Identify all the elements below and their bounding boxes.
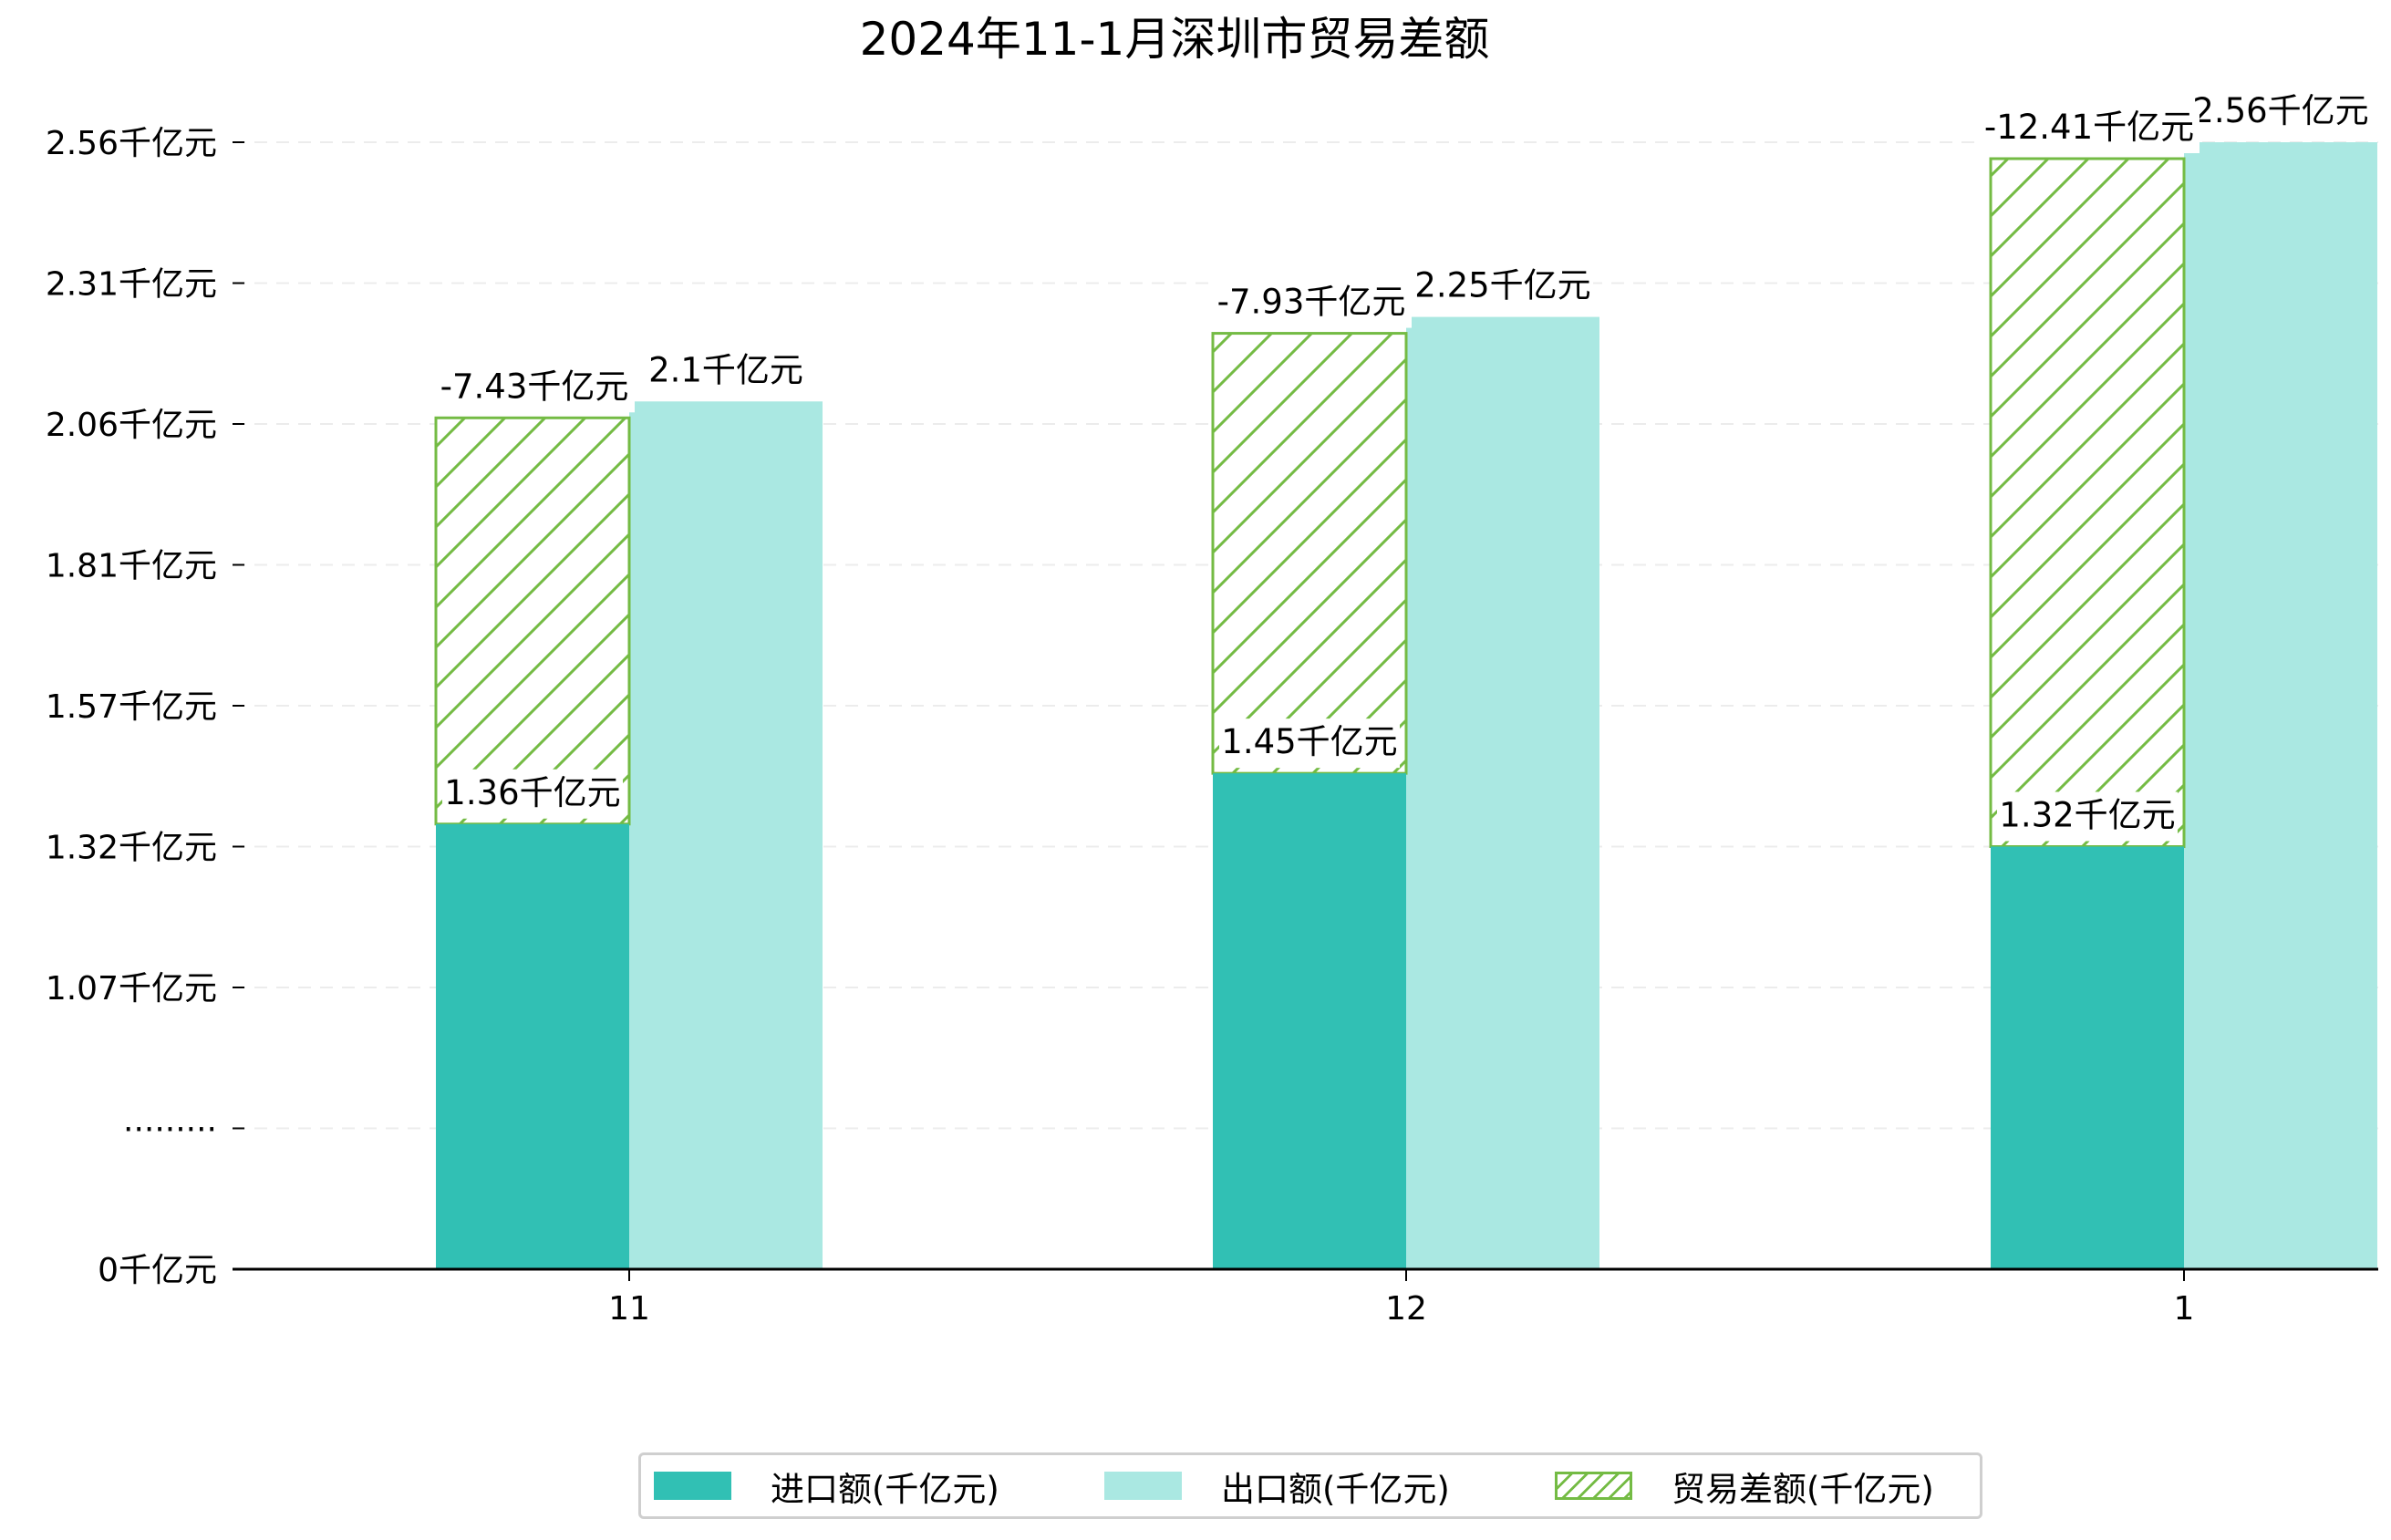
balance-label: -7.43千亿元: [434, 363, 635, 413]
export-label-text: 2.25千亿元: [1414, 266, 1590, 305]
legend-swatch-import: [654, 1472, 731, 1500]
x-tick-label: 12: [1385, 1290, 1427, 1328]
import-bar: [1991, 846, 2184, 1269]
balance-bar: [434, 416, 631, 826]
export-bar: [629, 401, 823, 1269]
export-label: 2.56千亿元: [2190, 88, 2371, 137]
balance-label: -12.41千亿元: [1979, 104, 2200, 153]
balance-label-bg: [434, 363, 635, 413]
balance-bar: [1211, 332, 1408, 775]
y-tick-label: 2.06千亿元: [46, 407, 217, 444]
balance-bar: [1989, 157, 2186, 848]
export-label: 2.1千亿元: [646, 346, 806, 397]
y-tick-label: 1.07千亿元: [46, 970, 217, 1008]
y-tick-label: 1.57千亿元: [46, 688, 217, 726]
export-bar: [2184, 142, 2377, 1269]
x-tick-label: 1: [2174, 1290, 2195, 1328]
import-label-text: 1.36千亿元: [444, 773, 620, 812]
import-label-text: 1.32千亿元: [1999, 796, 2175, 835]
y-tick-label: 0千亿元: [98, 1252, 217, 1289]
balance-label-text: -12.41千亿元: [1984, 108, 2194, 147]
import-label-bg: [1997, 791, 2178, 842]
import-label-bg: [1219, 718, 1400, 769]
import-label-text: 1.45千亿元: [1221, 722, 1397, 761]
export-bar: [1406, 316, 1599, 1270]
legend-item-export: 出口额(千亿元): [1104, 1455, 1450, 1516]
y-tick-label: ·········: [123, 1111, 217, 1149]
export-label: 2.25千亿元: [1413, 262, 1593, 312]
legend-swatch-export: [1104, 1472, 1182, 1500]
import-bar: [436, 823, 629, 1269]
legend-label-export: 出口额(千亿元): [1221, 1469, 1450, 1509]
x-tick-label: 11: [608, 1290, 650, 1328]
bars: [434, 142, 2377, 1270]
legend-item-balance: 贸易差额(千亿元): [1555, 1455, 1934, 1516]
import-label: 1.45千亿元: [1219, 718, 1400, 769]
balance-label-bg: [1211, 278, 1412, 328]
data-labels: 2.1千亿元 2.25千亿元 2.56千亿元 1.36千亿元 -7.43千亿元 1.45千…: [434, 88, 2371, 842]
balance-label-text: -7.43千亿元: [440, 367, 629, 406]
y-tick-label: 1.81千亿元: [46, 548, 217, 585]
import-label: 1.36千亿元: [442, 769, 623, 819]
legend-swatch-balance: [1555, 1472, 1632, 1500]
import-label: 1.32千亿元: [1997, 791, 2178, 842]
balance-label: -7.93千亿元: [1211, 278, 1412, 328]
x-axis: 11 12 1: [233, 1267, 2378, 1328]
balance-label-bg: [1979, 104, 2200, 153]
export-label-bg: [2190, 88, 2371, 137]
chart-title: 2024年11-1月深圳市贸易差额: [860, 13, 1490, 66]
y-tick-label: 1.32千亿元: [46, 830, 217, 867]
export-label-text: 2.1千亿元: [648, 350, 803, 389]
y-axis: 0千亿元 ········· 1.07千亿元 1.32千亿元 1.57千亿元 1.81千亿…: [46, 125, 244, 1289]
y-tick-label: 2.56千亿元: [46, 125, 217, 162]
export-label-bg: [1413, 262, 1593, 312]
import-bar: [1213, 773, 1406, 1269]
legend-label-balance: 贸易差额(千亿元): [1672, 1469, 1934, 1509]
legend: 进口额(千亿元) 出口额(千亿元) 贸易差额(千亿元): [638, 1452, 1982, 1519]
legend-item-import: 进口额(千亿元): [654, 1455, 999, 1516]
balance-label-text: -7.93千亿元: [1217, 283, 1406, 322]
export-label-bg: [646, 346, 806, 397]
export-label-text: 2.56千亿元: [2192, 91, 2368, 130]
y-tick-label: 2.31千亿元: [46, 266, 217, 304]
legend-label-import: 进口额(千亿元): [771, 1469, 999, 1509]
import-label-bg: [442, 769, 623, 819]
